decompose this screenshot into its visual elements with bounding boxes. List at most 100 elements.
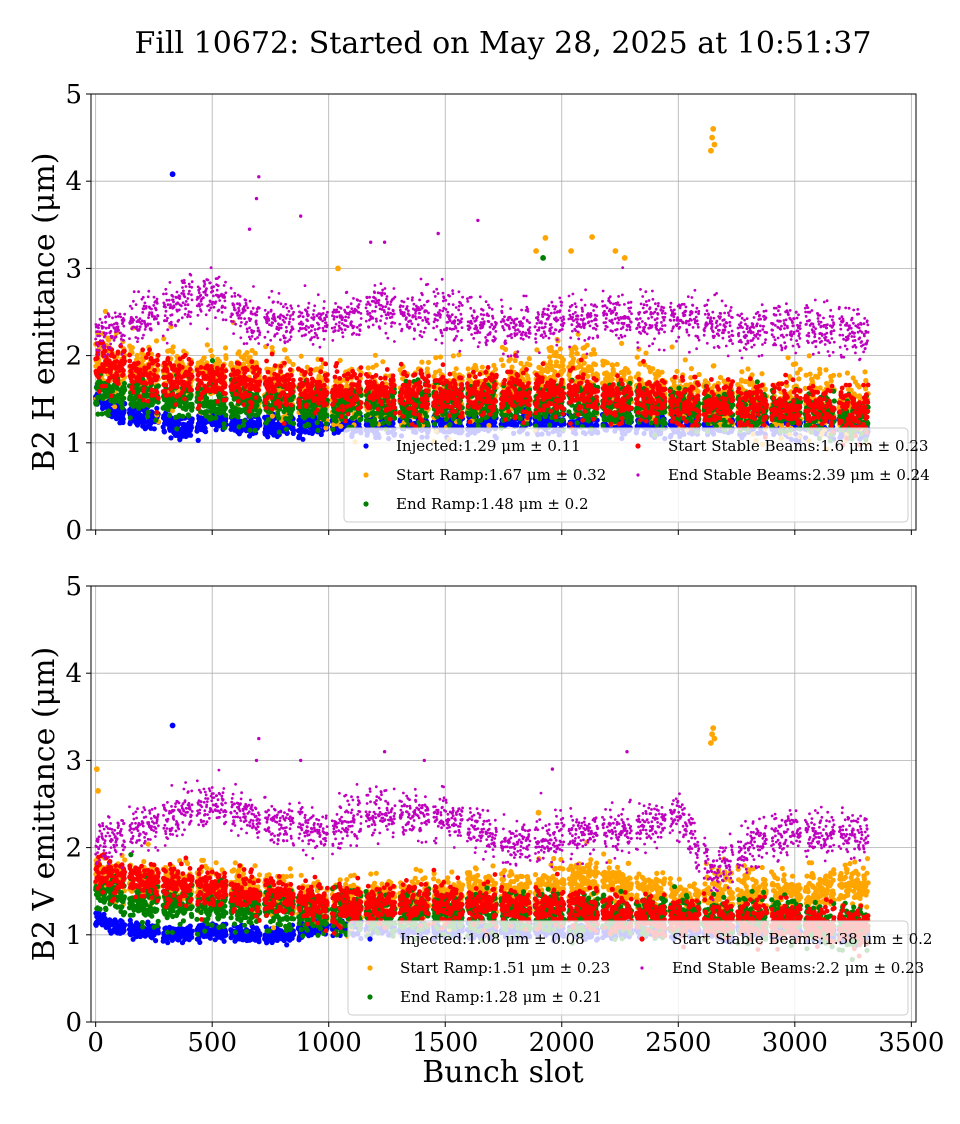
data-point: [457, 420, 462, 425]
data-point: [650, 366, 655, 371]
data-point: [237, 349, 242, 354]
data-point: [358, 417, 363, 422]
data-point: [122, 387, 127, 392]
data-point: [674, 369, 679, 374]
data-point: [527, 356, 532, 361]
data-point: [210, 358, 215, 363]
data-point: [223, 405, 228, 410]
data-point: [154, 338, 159, 343]
data-point: [223, 356, 228, 361]
data-point: [334, 418, 339, 423]
data-point: [253, 428, 258, 433]
data-point: [171, 344, 176, 349]
data-point: [593, 362, 598, 367]
data-point: [549, 348, 554, 353]
data-point: [695, 389, 700, 394]
data-point: [94, 401, 99, 406]
data-point: [793, 361, 798, 366]
data-point: [257, 423, 262, 428]
data-point: [374, 363, 379, 368]
data-point: [217, 359, 222, 364]
data-point: [626, 370, 631, 375]
data-point: [503, 347, 508, 352]
data-point: [466, 366, 471, 371]
data-point: [571, 356, 576, 361]
data-point: [683, 357, 688, 362]
data-point: [366, 365, 371, 370]
data-point: [174, 426, 179, 431]
data-point-outlier: [335, 266, 341, 272]
data-point: [306, 423, 311, 428]
data-point: [121, 417, 126, 422]
data-point: [473, 411, 478, 416]
data-point: [845, 370, 850, 375]
data-point: [670, 344, 675, 349]
data-point: [299, 354, 304, 359]
data-point: [426, 360, 431, 365]
data-point: [135, 356, 140, 361]
data-point: [205, 342, 210, 347]
data-point: [863, 378, 868, 383]
data-point: [284, 427, 289, 432]
data-point: [862, 369, 867, 374]
data-point-outlier: [710, 126, 716, 132]
data-point: [324, 421, 329, 426]
data-point: [486, 423, 491, 428]
data-point: [282, 347, 287, 352]
data-point: [291, 428, 296, 433]
data-point: [392, 416, 397, 421]
data-point: [203, 429, 208, 434]
data-point: [242, 418, 247, 423]
data-point: [315, 420, 320, 425]
data-point: [857, 384, 862, 389]
data-point: [433, 355, 438, 360]
data-point: [837, 373, 842, 378]
data-point: [190, 405, 195, 410]
data-point: [196, 438, 201, 443]
data-point: [291, 421, 296, 426]
data-point: [265, 434, 270, 439]
data-point: [817, 371, 822, 376]
data-point: [527, 362, 532, 367]
data-point: [167, 413, 172, 418]
data-point: [438, 354, 443, 359]
data-point: [186, 413, 191, 418]
data-point: [291, 362, 296, 367]
data-point: [659, 370, 664, 375]
data-point: [120, 405, 125, 410]
data-point: [245, 350, 250, 355]
data-point: [689, 366, 694, 371]
data-point: [223, 345, 228, 350]
data-point-outlier: [709, 135, 715, 141]
data-point: [818, 385, 823, 390]
data-point: [480, 365, 485, 370]
data-point: [202, 355, 207, 360]
data-point: [122, 381, 127, 386]
data-point: [146, 410, 151, 415]
data-point: [594, 423, 599, 428]
data-point: [492, 420, 497, 425]
data-point: [223, 413, 228, 418]
data-point-outlier: [543, 235, 549, 241]
data-point: [373, 420, 378, 425]
data-point: [823, 367, 828, 372]
data-point: [380, 359, 385, 364]
data-point-outlier: [622, 255, 628, 261]
data-point: [338, 424, 343, 429]
data-point: [575, 351, 580, 356]
data-point: [509, 365, 514, 370]
data-point: [558, 346, 563, 351]
data-point: [110, 388, 115, 393]
data-point: [798, 367, 803, 372]
data-point: [156, 383, 161, 388]
data-point: [592, 351, 597, 356]
data-point: [831, 373, 836, 378]
data-point: [235, 414, 240, 419]
data-point: [248, 428, 253, 433]
data-point: [266, 417, 271, 422]
data-point: [254, 403, 259, 408]
data-point: [589, 368, 594, 373]
data-point: [635, 355, 640, 360]
